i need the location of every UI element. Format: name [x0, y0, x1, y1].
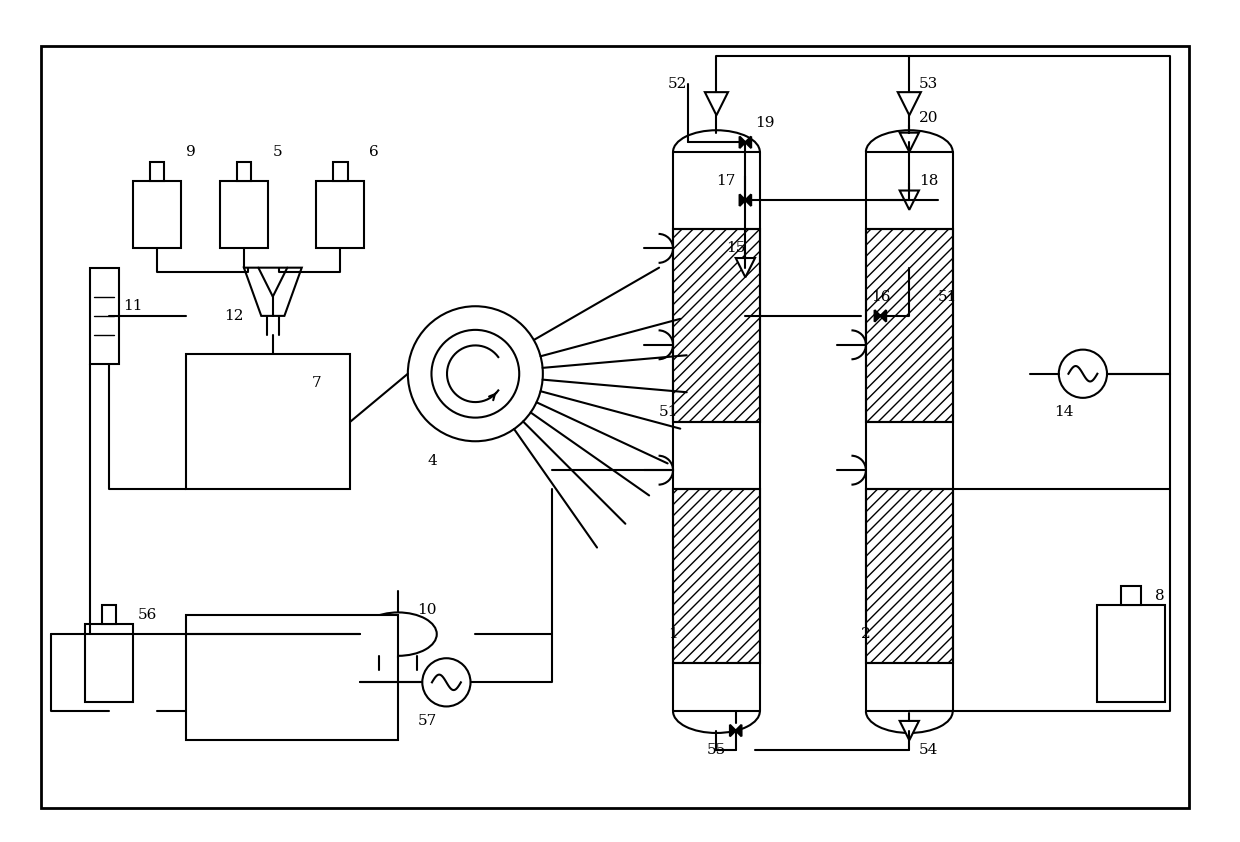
Bar: [150, 162, 165, 181]
Polygon shape: [739, 195, 751, 206]
FancyBboxPatch shape: [866, 229, 952, 422]
Text: 20: 20: [919, 111, 939, 125]
Text: 52: 52: [668, 77, 688, 92]
Polygon shape: [730, 725, 742, 737]
Text: 10: 10: [418, 603, 436, 617]
Bar: [334, 162, 347, 181]
Polygon shape: [739, 136, 751, 148]
Polygon shape: [244, 268, 301, 316]
Text: 12: 12: [224, 309, 244, 322]
Text: 54: 54: [919, 743, 939, 757]
Text: 19: 19: [755, 116, 775, 130]
Text: 5: 5: [273, 145, 283, 159]
Circle shape: [423, 658, 470, 706]
Circle shape: [432, 330, 520, 418]
Bar: [102, 605, 117, 625]
Polygon shape: [900, 190, 919, 210]
Text: 51: 51: [939, 290, 957, 304]
Text: 9: 9: [186, 145, 196, 159]
Text: 56: 56: [138, 608, 157, 622]
Polygon shape: [900, 133, 919, 152]
FancyBboxPatch shape: [673, 489, 760, 663]
Text: 53: 53: [919, 77, 939, 92]
Ellipse shape: [360, 612, 436, 656]
Bar: [186, 354, 350, 489]
Text: 15: 15: [727, 242, 745, 255]
Bar: [1121, 586, 1141, 605]
Bar: [265, 374, 280, 393]
Bar: [84, 625, 133, 701]
Bar: [316, 181, 365, 248]
Polygon shape: [900, 721, 919, 740]
Text: 14: 14: [1054, 405, 1074, 419]
Text: 2: 2: [861, 627, 870, 641]
Circle shape: [1059, 349, 1107, 398]
Polygon shape: [735, 258, 755, 277]
Bar: [133, 181, 181, 248]
Text: 7: 7: [311, 376, 321, 391]
Text: 55: 55: [707, 743, 727, 757]
Text: 16: 16: [870, 290, 890, 304]
Text: 57: 57: [418, 714, 436, 728]
FancyBboxPatch shape: [673, 229, 760, 422]
Circle shape: [408, 306, 543, 441]
Text: 1: 1: [668, 627, 678, 641]
Bar: [1097, 605, 1164, 701]
FancyBboxPatch shape: [866, 489, 952, 663]
Bar: [237, 162, 252, 181]
Text: 17: 17: [717, 173, 735, 188]
Text: 11: 11: [123, 299, 143, 313]
Polygon shape: [898, 92, 921, 115]
Text: 8: 8: [1156, 589, 1164, 603]
Polygon shape: [874, 310, 887, 322]
Text: 6: 6: [370, 145, 379, 159]
Bar: [89, 268, 119, 364]
Text: 4: 4: [427, 454, 436, 467]
Text: 18: 18: [919, 173, 939, 188]
Bar: [219, 181, 268, 248]
Text: 51: 51: [658, 405, 678, 419]
Bar: [247, 393, 299, 470]
Polygon shape: [704, 92, 728, 115]
Bar: [186, 615, 398, 740]
